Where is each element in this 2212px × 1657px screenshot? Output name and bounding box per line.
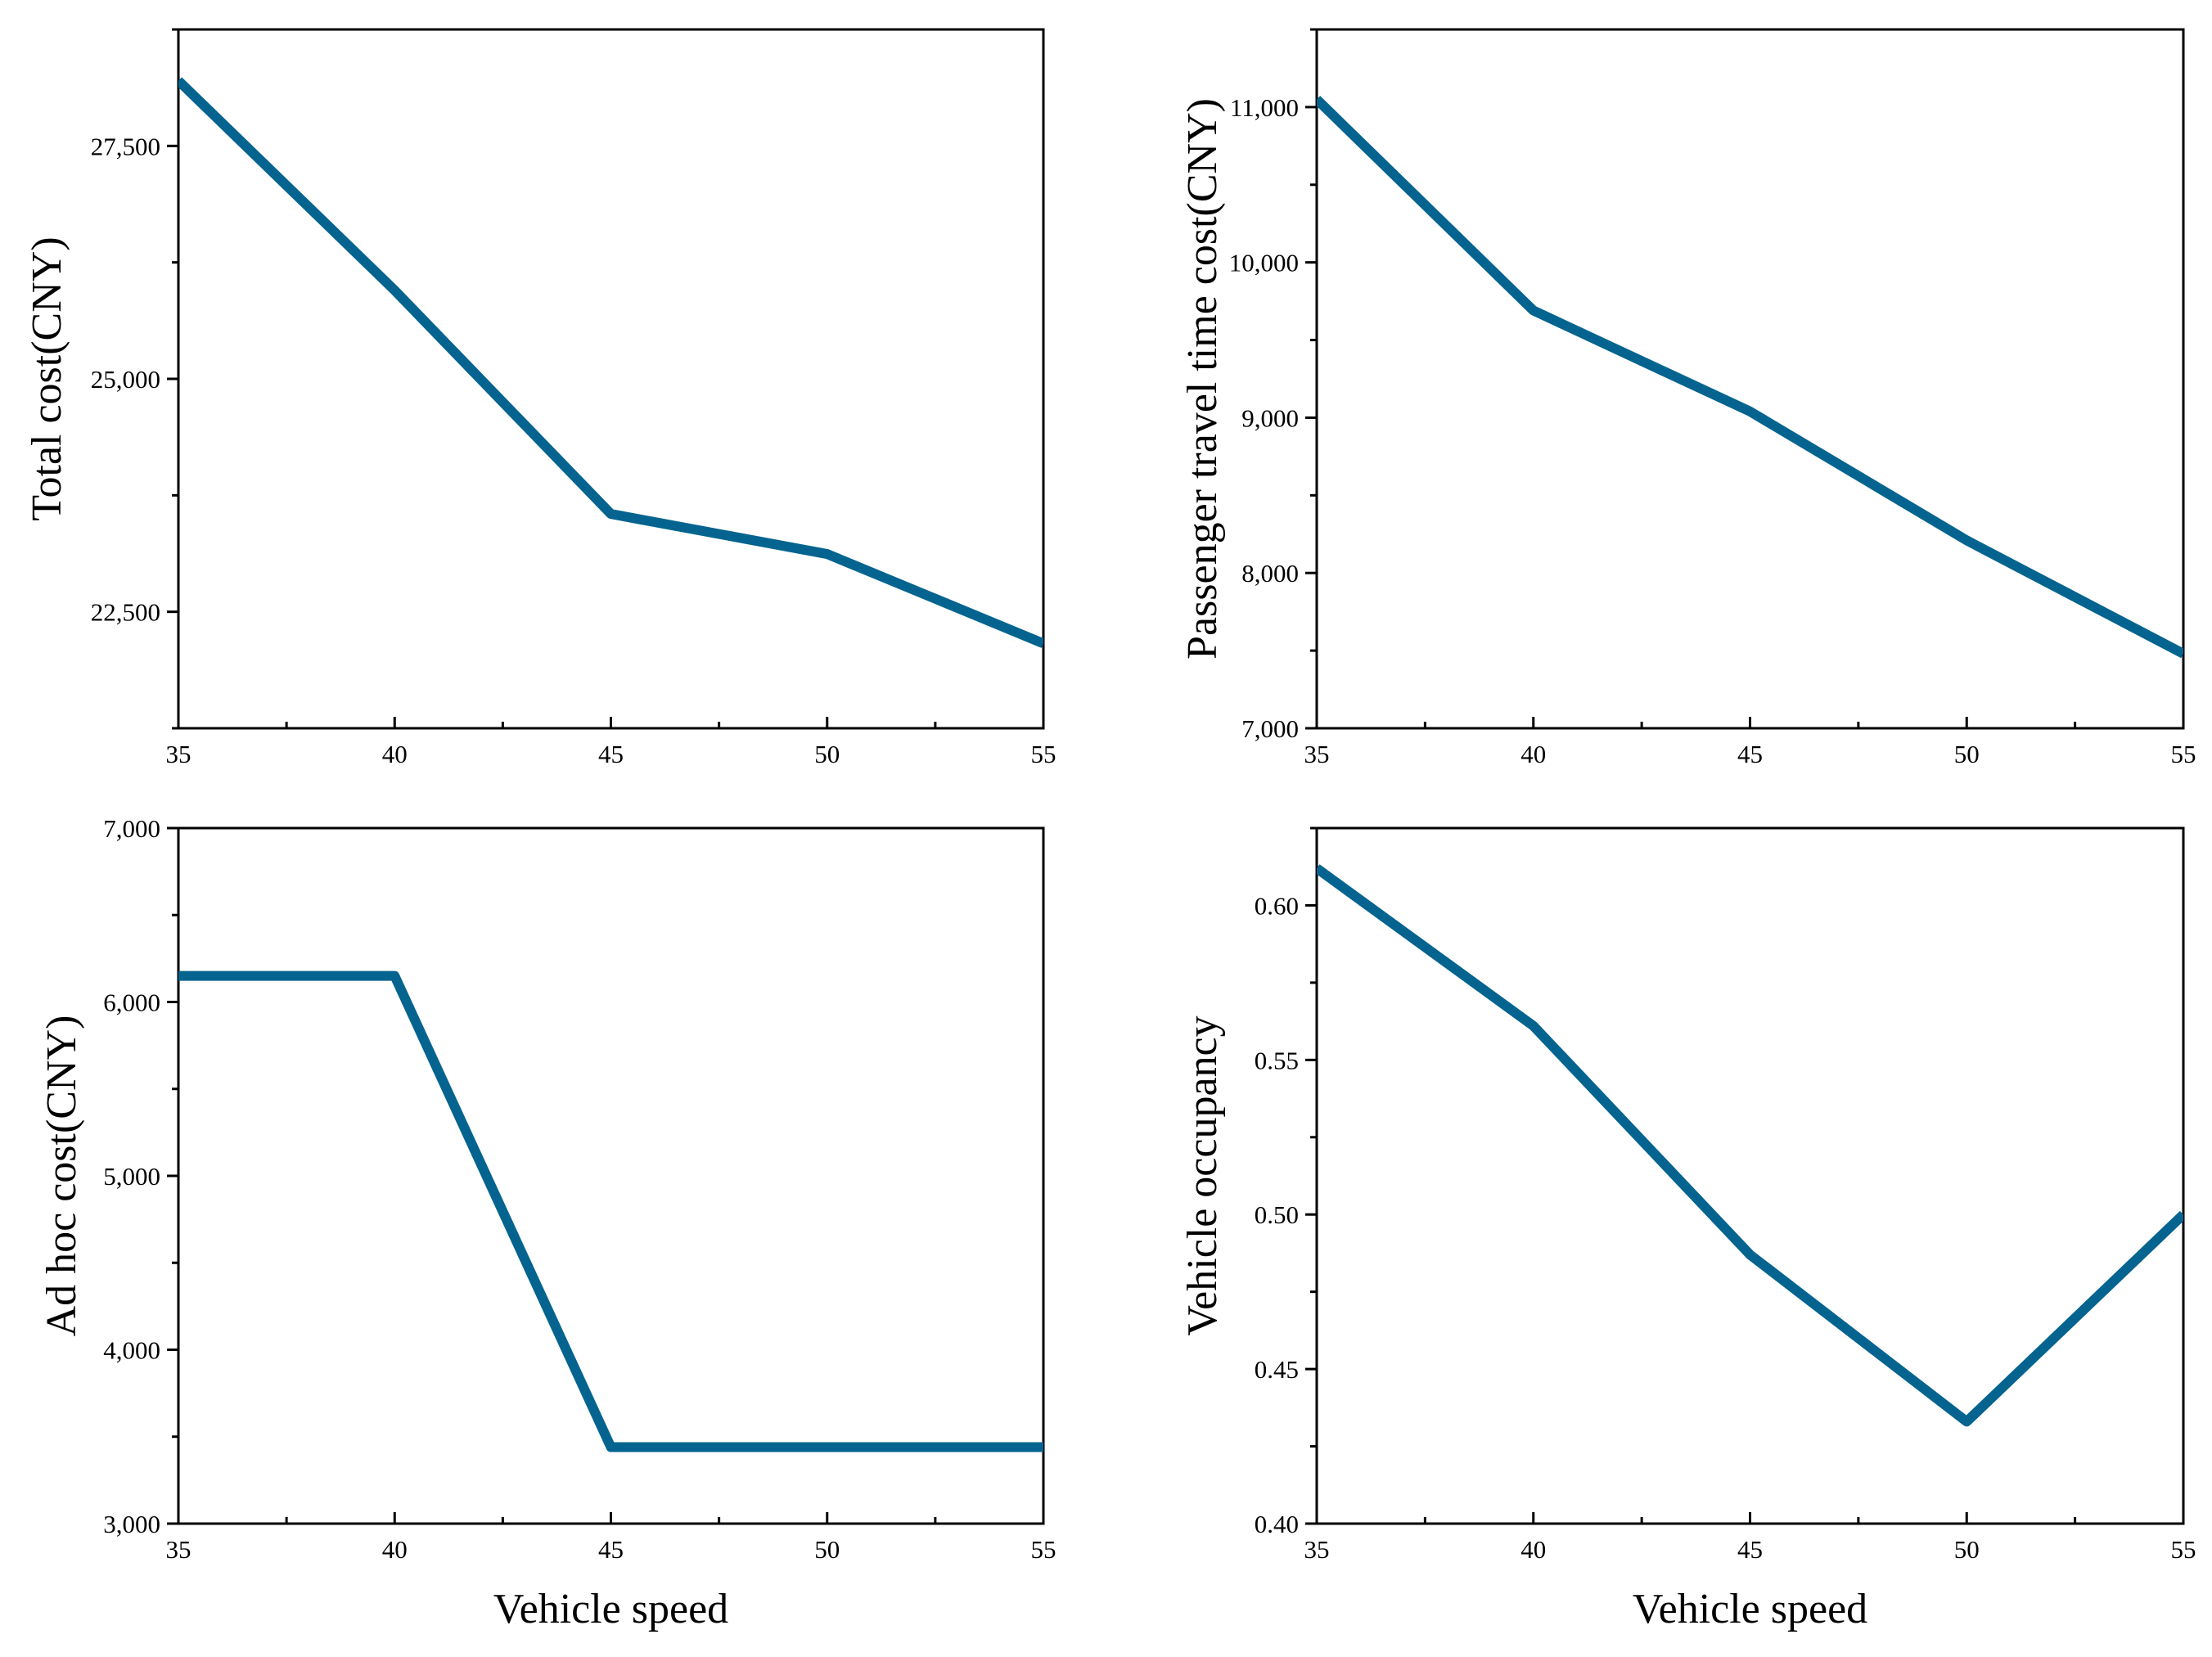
chart-panel-bottom-right: 35 40 45 50 55 0.40 0.45 0.50 0.55 0.60 Vehicle oc… (1179, 826, 2196, 1632)
x-axis-label: Vehicle speed (1633, 1586, 1867, 1632)
y-tick-label: 0.45 (1255, 1355, 1299, 1384)
y-tick-label: 3,000 (103, 1510, 160, 1538)
plot-frame (177, 826, 1045, 1525)
chart-panel-bottom-left: 35 40 45 50 55 3,000 4,000 5,000 6,000 7,000 Ad ho… (38, 814, 1056, 1632)
x-tick-label: 35 (1304, 1535, 1330, 1564)
x-axis-label: Vehicle speed (493, 1586, 728, 1632)
y-tick-label: 11,000 (1230, 93, 1299, 122)
y-tick-label: 5,000 (103, 1162, 160, 1191)
y-axis-label: Passenger travel time cost(CNY) (1179, 98, 1226, 660)
x-tick-label: 35 (1304, 740, 1330, 768)
series-line-0 (178, 970, 1043, 1452)
x-tick-label: 50 (814, 740, 840, 768)
y-axis-label: Ad hoc cost(CNY) (38, 1015, 85, 1337)
y-tick-label: 4,000 (103, 1336, 160, 1365)
x-tick-label: 50 (1954, 740, 1980, 768)
x-tick-label: 35 (166, 1535, 191, 1564)
series-line-0 (178, 77, 1043, 648)
y-tick-label: 22,500 (91, 598, 160, 627)
plot-frame (1315, 826, 2185, 1525)
y-tick-label: 6,000 (103, 988, 160, 1017)
x-tick-label: 40 (1520, 1535, 1546, 1564)
series-line-0 (1317, 96, 2183, 659)
x-tick-label: 55 (1031, 1535, 1056, 1564)
y-tick-label: 0.40 (1255, 1510, 1299, 1538)
chart-panel-top-left: 35 40 45 50 55 22,500 25,000 27,500 Total cost(C… (24, 28, 1056, 768)
plot-frame (177, 28, 1045, 730)
series-line-0 (1317, 864, 2183, 1427)
x-tick-label: 40 (382, 1535, 408, 1564)
chart-panel-top-right: 35 40 45 50 55 7,000 8,000 9,000 10,000 11,000Pas… (1179, 28, 2196, 768)
x-tick-label: 55 (2171, 740, 2196, 768)
y-tick-label: 7,000 (103, 814, 160, 843)
y-tick-label: 8,000 (1241, 559, 1299, 588)
y-tick-label: 0.55 (1255, 1046, 1299, 1074)
y-tick-label: 27,500 (91, 132, 160, 160)
x-tick-label: 50 (1954, 1535, 1980, 1564)
x-tick-label: 35 (166, 740, 191, 768)
y-tick-label: 10,000 (1229, 249, 1299, 277)
y-axis-label: Total cost(CNY) (24, 236, 70, 520)
x-tick-label: 50 (814, 1535, 840, 1564)
y-tick-label: 25,000 (91, 365, 160, 394)
x-tick-label: 45 (598, 1535, 624, 1564)
y-tick-label: 9,000 (1241, 403, 1299, 432)
x-tick-label: 55 (1031, 740, 1056, 768)
y-tick-label: 0.60 (1255, 891, 1299, 920)
y-tick-label: 0.50 (1255, 1200, 1299, 1229)
x-tick-label: 45 (598, 740, 624, 768)
y-axis-label: Vehicle occupancy (1179, 1015, 1226, 1335)
x-tick-label: 40 (1520, 740, 1546, 768)
x-tick-label: 45 (1737, 740, 1763, 768)
x-tick-label: 45 (1737, 1535, 1763, 1564)
x-tick-label: 40 (382, 740, 408, 768)
plot-frame (1315, 28, 2185, 730)
y-tick-label: 7,000 (1241, 714, 1299, 743)
x-tick-label: 55 (2171, 1535, 2196, 1564)
